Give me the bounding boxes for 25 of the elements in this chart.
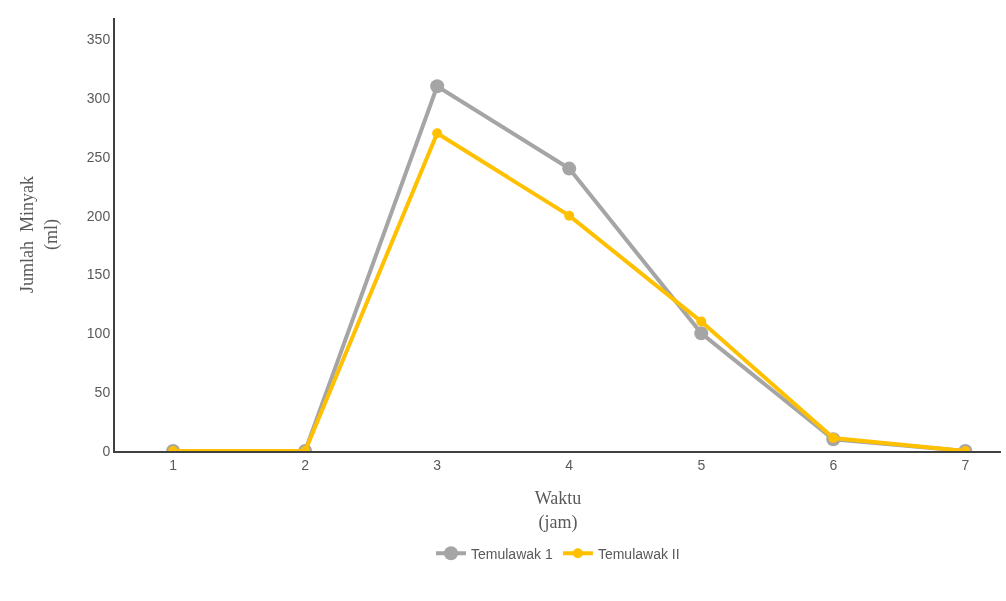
x-tick-label: 4 [565, 456, 574, 473]
y-axis-title: Jumlah Minyak (ml) [17, 176, 62, 293]
point [562, 161, 577, 176]
y-tick-label: 350 [86, 31, 111, 48]
legend-label: Temulawak II [597, 545, 680, 562]
y-tick-label: 150 [86, 266, 111, 283]
point [564, 210, 575, 221]
y-tick-label: 250 [86, 148, 111, 165]
y-tick-label: 100 [86, 325, 111, 342]
x-tick-label: 2 [301, 456, 310, 473]
y-tick-label: 50 [94, 384, 111, 401]
point [432, 128, 443, 139]
x-tick-label: 1 [169, 456, 178, 473]
point [696, 316, 707, 327]
y-tick-label: 300 [86, 89, 111, 106]
legend-label: Temulawak 1 [471, 545, 553, 562]
y-tick-label: 200 [86, 207, 111, 224]
y-tick-label: 0 [102, 442, 111, 459]
x-tick-label: 3 [433, 456, 442, 473]
x-tick-label: 6 [829, 456, 838, 473]
x-axis-title: Waktu (jam) [534, 488, 582, 533]
point [694, 326, 709, 341]
x-tick-label: 7 [961, 456, 970, 473]
point [430, 79, 445, 94]
x-tick-label: 5 [697, 456, 706, 473]
